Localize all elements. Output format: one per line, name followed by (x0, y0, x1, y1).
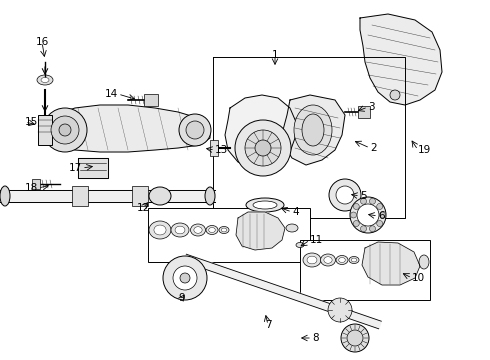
Polygon shape (283, 95, 345, 165)
Text: 15: 15 (25, 117, 38, 127)
Ellipse shape (0, 186, 10, 206)
Ellipse shape (296, 243, 304, 248)
Circle shape (163, 256, 207, 300)
Circle shape (353, 221, 359, 226)
Circle shape (350, 197, 386, 233)
Ellipse shape (339, 257, 345, 262)
Ellipse shape (336, 256, 348, 265)
Text: 17: 17 (69, 163, 82, 173)
Bar (32, 179, 40, 189)
Circle shape (328, 298, 352, 322)
Circle shape (377, 221, 383, 226)
Circle shape (255, 140, 271, 156)
Text: 10: 10 (412, 273, 425, 283)
Circle shape (350, 212, 357, 218)
Ellipse shape (419, 255, 429, 269)
Bar (300, 240, 430, 300)
Ellipse shape (294, 105, 332, 155)
Polygon shape (78, 158, 108, 178)
Polygon shape (225, 95, 296, 168)
Circle shape (341, 324, 369, 352)
Ellipse shape (286, 224, 298, 232)
Polygon shape (236, 212, 285, 250)
Ellipse shape (149, 221, 171, 239)
Ellipse shape (221, 228, 227, 232)
Bar (148, 208, 310, 262)
Ellipse shape (303, 253, 321, 267)
Ellipse shape (253, 201, 277, 209)
Circle shape (390, 90, 400, 100)
Circle shape (336, 186, 354, 204)
Circle shape (59, 124, 71, 136)
Ellipse shape (219, 226, 229, 234)
Ellipse shape (41, 77, 49, 82)
Bar (72, 186, 88, 206)
Text: 16: 16 (35, 37, 49, 47)
Ellipse shape (191, 224, 205, 236)
Bar (144, 94, 158, 106)
Ellipse shape (171, 223, 189, 237)
Bar (38, 115, 52, 145)
Ellipse shape (302, 114, 324, 146)
Circle shape (377, 203, 383, 210)
Circle shape (235, 120, 291, 176)
Ellipse shape (37, 75, 53, 85)
Circle shape (361, 198, 367, 204)
Ellipse shape (246, 198, 284, 212)
Ellipse shape (205, 187, 215, 205)
Circle shape (186, 121, 204, 139)
Circle shape (179, 114, 211, 146)
Ellipse shape (149, 187, 171, 205)
Text: 6: 6 (378, 211, 385, 221)
Ellipse shape (320, 254, 336, 266)
Text: 11: 11 (310, 235, 323, 245)
Ellipse shape (307, 256, 317, 264)
Bar (210, 140, 218, 156)
Text: 19: 19 (418, 145, 431, 155)
Ellipse shape (206, 225, 218, 234)
Circle shape (357, 204, 379, 226)
Text: 9: 9 (179, 293, 185, 303)
Text: 12: 12 (136, 203, 149, 213)
Circle shape (329, 179, 361, 211)
Bar (358, 106, 370, 118)
Circle shape (180, 273, 190, 283)
Ellipse shape (209, 228, 215, 233)
Circle shape (361, 226, 367, 232)
Polygon shape (50, 105, 210, 152)
Circle shape (369, 198, 375, 204)
Ellipse shape (154, 225, 166, 235)
Polygon shape (360, 14, 442, 105)
Text: 1: 1 (271, 50, 278, 60)
Circle shape (51, 116, 79, 144)
Ellipse shape (351, 258, 357, 262)
Ellipse shape (349, 256, 359, 264)
Text: 8: 8 (312, 333, 318, 343)
Text: 14: 14 (105, 89, 118, 99)
Text: 7: 7 (265, 320, 271, 330)
Text: 13: 13 (215, 145, 228, 155)
Text: 5: 5 (360, 191, 367, 201)
Text: 3: 3 (368, 102, 375, 112)
Text: 18: 18 (25, 183, 38, 193)
Circle shape (43, 108, 87, 152)
Text: 2: 2 (370, 143, 377, 153)
Circle shape (245, 130, 281, 166)
Ellipse shape (175, 226, 185, 234)
Circle shape (173, 266, 197, 290)
Text: 4: 4 (292, 207, 298, 217)
Ellipse shape (194, 227, 202, 233)
Circle shape (369, 226, 375, 232)
Ellipse shape (324, 257, 332, 263)
Circle shape (353, 203, 359, 210)
Bar (132, 186, 148, 206)
Polygon shape (213, 57, 405, 240)
Circle shape (379, 212, 386, 218)
Polygon shape (362, 242, 420, 285)
Circle shape (347, 330, 363, 346)
Polygon shape (184, 254, 381, 329)
